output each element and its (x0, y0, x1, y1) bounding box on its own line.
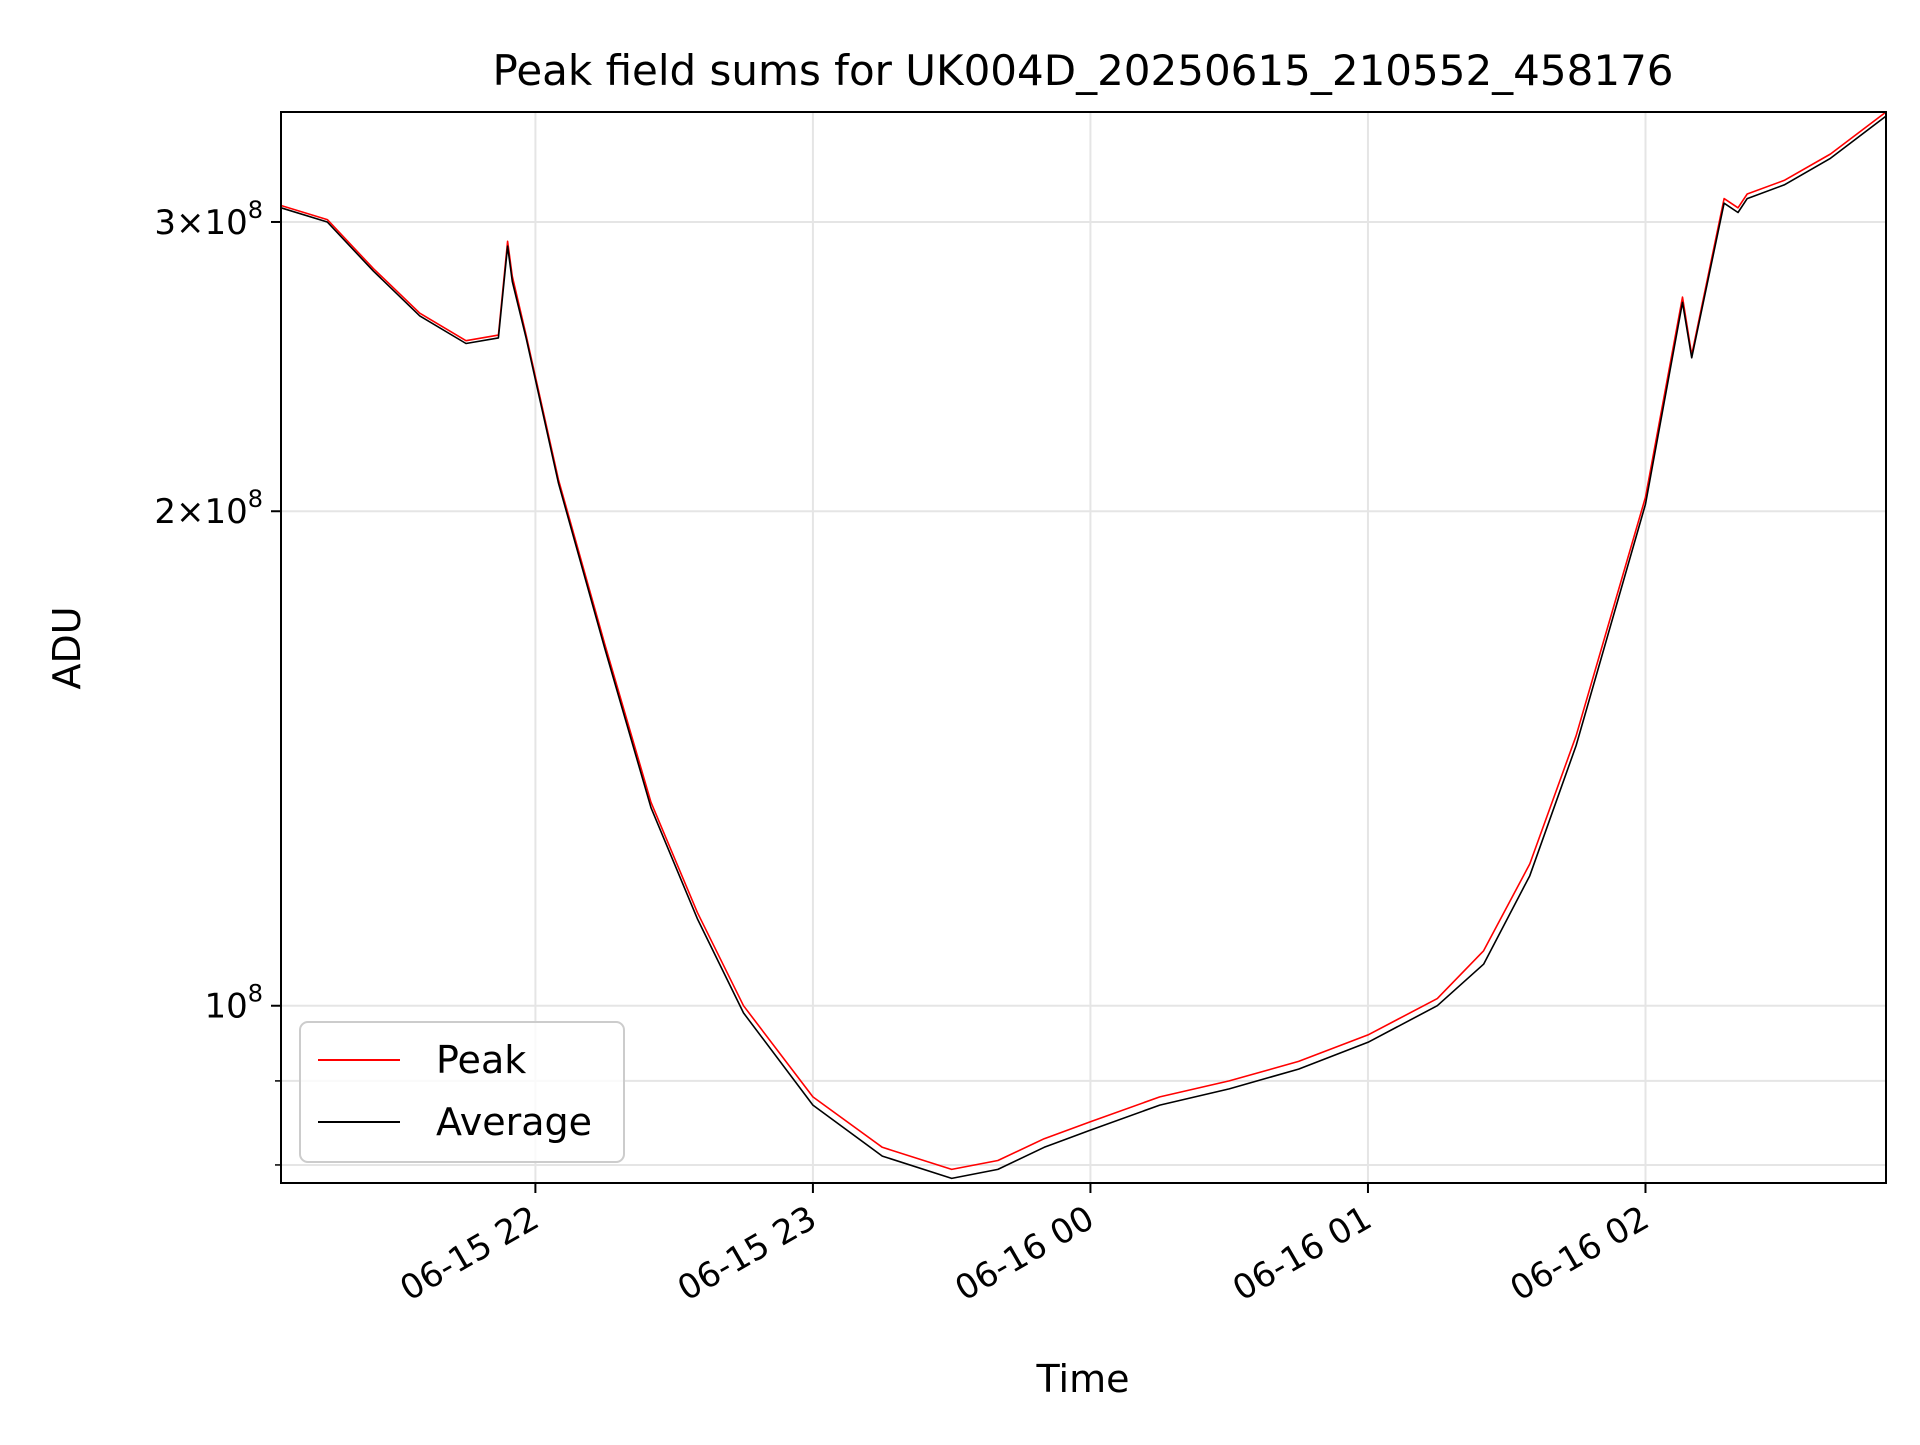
y-tick-label-base: 10 (204, 987, 247, 1027)
grid (281, 112, 1886, 1183)
x-tick-label: 06-16 00 (949, 1198, 1101, 1309)
chart-title: Peak field sums for UK004D_20250615_2105… (492, 46, 1673, 95)
y-tick-label-base: 2×10 (154, 492, 247, 532)
y-tick-label-base: 3×10 (154, 203, 247, 243)
y-tick-label: 3×108 (154, 196, 263, 243)
x-axis-label: Time (1036, 1357, 1130, 1401)
series-line-average (280, 115, 1887, 1180)
y-tick-label: 2×108 (154, 485, 263, 532)
y-axis-label: ADU (45, 606, 89, 689)
y-tick-label: 108 (204, 980, 263, 1027)
legend-box (299, 1021, 625, 1163)
x-axis: 06-15 22 06-15 23 06-16 00 06-16 01 06-16 02 (394, 1183, 1656, 1309)
x-tick-label: 06-16 01 (1226, 1198, 1378, 1309)
x-tick-label: 06-15 23 (671, 1198, 823, 1309)
x-tick-label: 06-15 22 (394, 1198, 546, 1309)
legend-label-average: Average (436, 1100, 592, 1144)
plot-frame (280, 111, 1887, 1184)
x-tick-label: 06-16 02 (1504, 1198, 1656, 1309)
legend: Peak Average (299, 1021, 625, 1163)
y-tick-label-exponent: 8 (248, 980, 263, 1008)
series-lines (280, 111, 1887, 1180)
y-tick-label-exponent: 8 (248, 485, 263, 513)
y-tick-label-exponent: 8 (248, 196, 263, 224)
legend-label-peak: Peak (436, 1038, 526, 1082)
